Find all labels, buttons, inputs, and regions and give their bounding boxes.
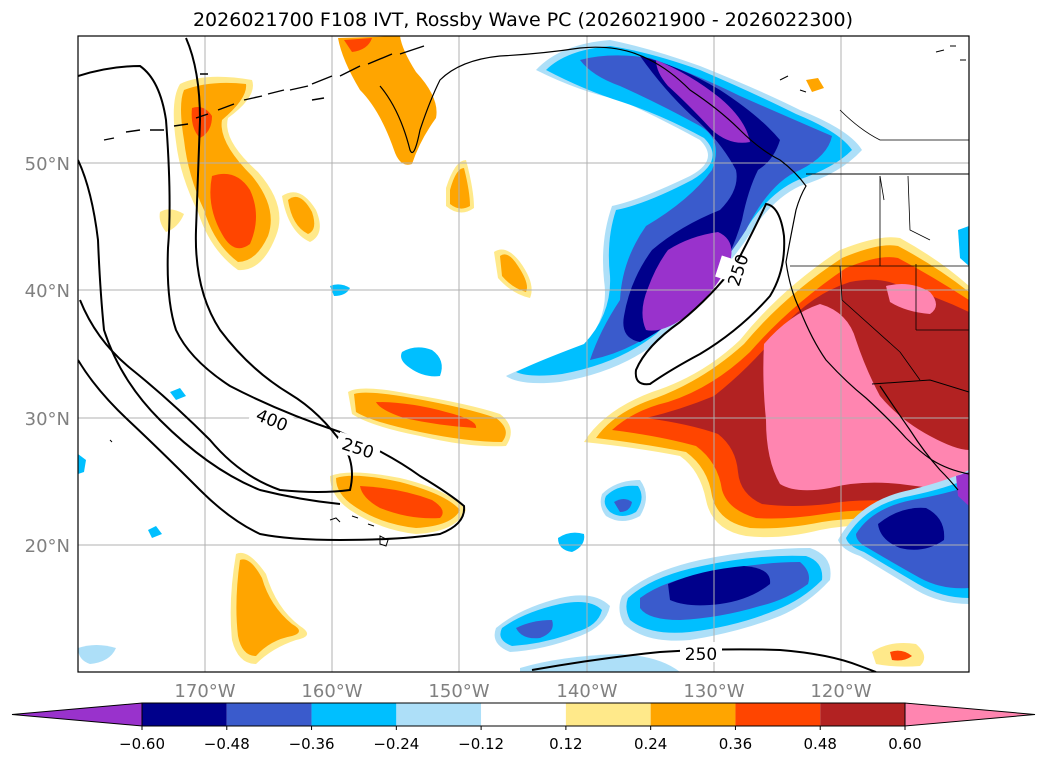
coastline-alaska: [379, 46, 651, 154]
contour-label-bg: [333, 431, 383, 465]
coastline-north-america: [649, 59, 969, 475]
colorbar-tick-label: 0.48: [804, 735, 837, 753]
colorbar-extend-min: [11, 702, 143, 727]
colorbar-tick-label: −0.60: [119, 735, 165, 753]
filled-contours: [78, 36, 969, 672]
positive-anomaly-small: [288, 196, 315, 234]
contour-label-bg: [247, 402, 297, 438]
lat-label-20n: 20°N: [25, 536, 70, 557]
lon-label-140w: 140°W: [556, 681, 617, 702]
positive-anomaly-small: [159, 209, 184, 232]
positive-anomaly-band-23n: [360, 486, 443, 519]
colorbar-tick-label: −0.36: [289, 735, 335, 753]
negative-anomaly-small: [170, 388, 186, 400]
lat-label-40n: 40°N: [25, 281, 70, 302]
colorbar: −0.60 −0.48 −0.36 −0.24 −0.12 0.12 0.24 0.36 0.4…: [11, 702, 1036, 753]
ivt-contour-250-west: [78, 64, 466, 542]
positive-anomaly-small: [806, 78, 824, 92]
colorbar-segment: [650, 703, 736, 726]
ivt-contour-250-inner: [78, 159, 341, 505]
coastlines: [103, 45, 969, 547]
colorbar-tick-label: 0.24: [634, 735, 667, 753]
positive-anomaly-small: [500, 254, 527, 292]
positive-anomaly-small: [890, 650, 912, 661]
colorbar-segment: [226, 703, 312, 726]
colorbar-segment: [311, 703, 397, 726]
coastline-islands-bc: [779, 45, 966, 93]
canada-provinces: [839, 109, 969, 241]
negative-anomaly-small: [958, 226, 969, 266]
colorbar-extend-max: [904, 702, 1036, 727]
map-title: 2026021700 F108 IVT, Rossby Wave PC (202…: [193, 9, 853, 31]
colorbar-segment: [396, 703, 482, 726]
contour-label-250: 250: [685, 645, 717, 665]
contour-label-bg: [680, 642, 722, 662]
negative-anomaly-south-2: [516, 620, 553, 639]
negative-anomaly-small: [401, 347, 442, 377]
negative-anomaly-small: [78, 645, 116, 664]
colorbar-segment: [142, 703, 227, 726]
lat-label-50n: 50°N: [25, 154, 70, 175]
negative-anomaly-small: [614, 499, 632, 512]
state-borders: [790, 176, 969, 381]
coastline-baja: [879, 385, 959, 491]
positive-anomaly-sw: [236, 559, 299, 656]
small-island: [109, 439, 113, 443]
map-panel: 400 250 250 250: [77, 35, 970, 673]
contour-label-bg: [715, 255, 755, 287]
coastline-aleutians: [103, 45, 425, 141]
colorbar-segment: [820, 703, 905, 726]
negative-anomaly-ne-pacific: [642, 232, 732, 331]
map-frame: [77, 35, 970, 673]
negative-anomaly-se: [878, 507, 945, 550]
colorbar-tick-label: 0.60: [888, 735, 921, 753]
colorbar-segment: [481, 703, 566, 726]
positive-anomaly-band-30n: [376, 402, 477, 428]
positive-anomaly-nw: [210, 173, 256, 249]
colorbar-tick-label: −0.48: [204, 735, 250, 753]
coastline-hawaii: [329, 515, 389, 547]
border-us-mexico: [871, 379, 969, 393]
negative-anomaly-small: [956, 472, 969, 506]
lat-label-30n: 30°N: [25, 409, 70, 430]
positive-anomaly-small: [450, 168, 470, 209]
lon-label-130w: 130°W: [683, 681, 744, 702]
negative-anomaly-small: [148, 526, 162, 538]
positive-anomaly-california: [886, 284, 936, 314]
colorbar-tick-label: 0.36: [719, 735, 752, 753]
colorbar-tick-label: −0.12: [458, 735, 504, 753]
gridlines: [78, 36, 969, 672]
colorbar-tick-label: 0.12: [549, 735, 582, 753]
lon-label-160w: 160°W: [301, 681, 362, 702]
negative-anomaly-small: [78, 454, 86, 474]
colorbar-segment: [735, 703, 821, 726]
lon-label-120w: 120°W: [810, 681, 871, 702]
negative-anomaly-small: [558, 532, 585, 552]
colorbar-frame: [141, 702, 906, 727]
positive-anomaly-alaska: [344, 38, 372, 52]
positive-anomaly-alaska: [338, 36, 437, 165]
lon-label-170w: 170°W: [174, 681, 235, 702]
negative-anomaly-south: [668, 566, 771, 606]
colorbar-tick-label: −0.24: [373, 735, 419, 753]
colorbar-segment: [565, 703, 651, 726]
lon-label-150w: 150°W: [428, 681, 489, 702]
negative-anomaly-bottom: [520, 654, 680, 672]
